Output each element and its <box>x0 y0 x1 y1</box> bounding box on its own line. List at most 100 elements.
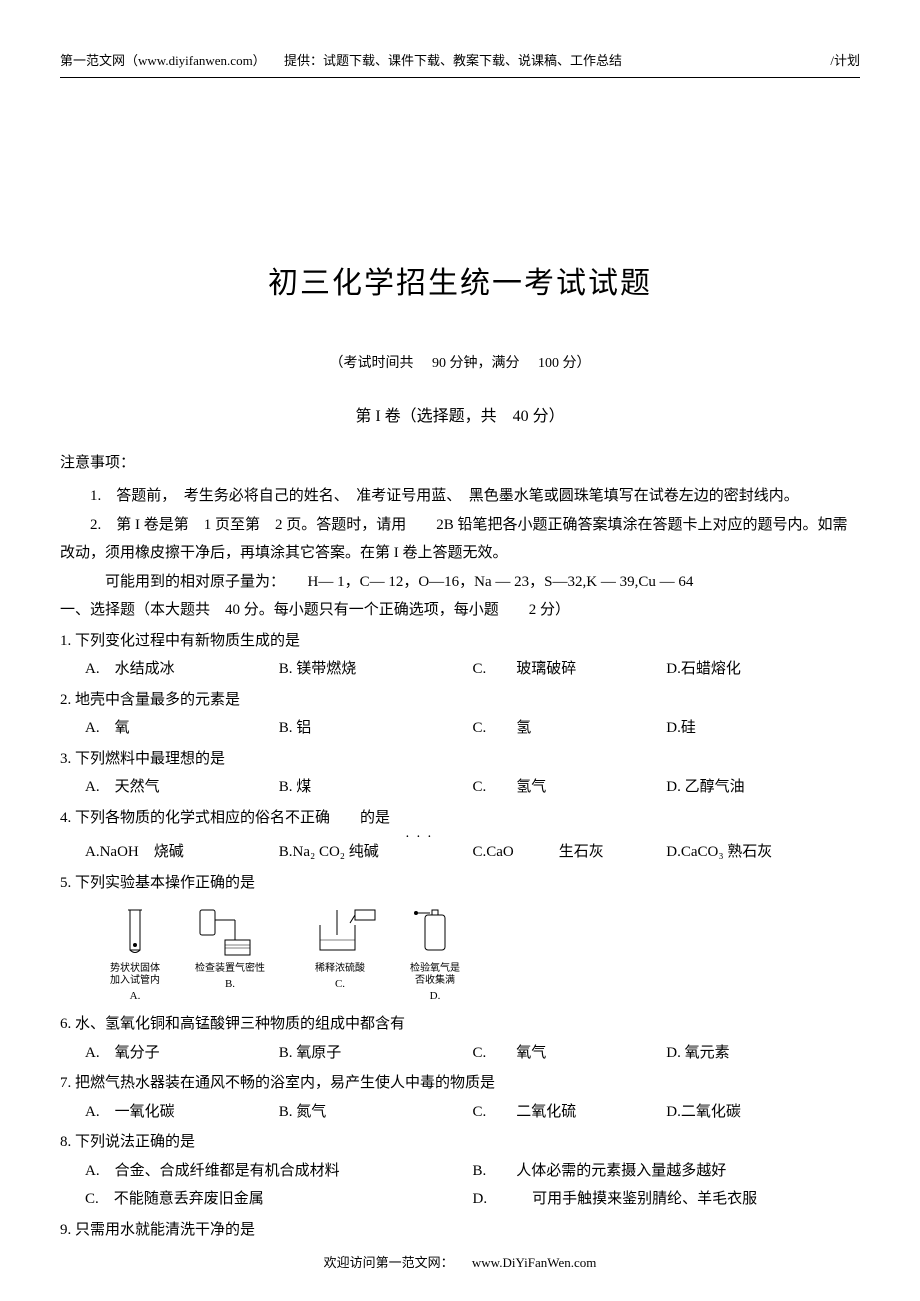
q8-a-text: 合金、合成纤维都是有机合成材料 <box>115 1163 340 1179</box>
page-footer: 欢迎访问第一范文网： www.DiYiFanWen.com <box>0 1252 920 1271</box>
q4-opt-a: A.NaOH 烧碱 <box>85 838 279 867</box>
notice-item-2: 2. 第 I 卷是第 1 页至第 2 页。答题时，请用 2B 铅笔把各小题正确答… <box>60 511 860 568</box>
gas-collection-icon <box>410 905 460 960</box>
diagram-c-label4: 稀释浓硫酸 <box>300 963 380 975</box>
site-services: 提供：试题下载、课件下载、教案下载、说课稿、工作总结 <box>284 53 622 68</box>
question-7-options: A.一氧化碳 B. 氮气 C.二氧化硫 D.二氧化碳 <box>60 1098 860 1127</box>
q8-d-text: 可用手触摸来鉴别腈纶、羊毛衣服 <box>532 1191 757 1207</box>
apparatus-icon <box>190 905 270 960</box>
q8-opt-d: D. 可用手触摸来鉴别腈纶、羊毛衣服 <box>473 1185 861 1214</box>
label-d: D. <box>473 1191 488 1207</box>
label-a: A. <box>85 1045 100 1061</box>
exam-info: （考试时间共 90 分钟，满分 100 分） <box>60 352 860 372</box>
q1-c-text: 玻璃破碎 <box>516 661 576 677</box>
label-a: A. <box>85 1163 100 1179</box>
label-c: C. <box>473 661 487 677</box>
section-description: 一、选择题（本大题共 40 分。每小题只有一个正确选项，每小题 2 分） <box>60 596 860 625</box>
question-3-options: A. 天然气 B. 煤 C. 氢气 D. 乙醇气油 <box>60 773 860 802</box>
q8-b-text: 人体必需的元素摄入量越多越好 <box>516 1163 726 1179</box>
label-a: A. <box>85 720 100 736</box>
label-a: A. <box>85 661 100 677</box>
q2-a-text: 氧 <box>115 720 130 736</box>
notice-item-1: 1. 答题前， 考生务必将自己的姓名、 准考证号用蓝、 黑色墨水笔或圆珠笔填写在… <box>60 482 860 511</box>
test-tube-icon <box>110 905 160 960</box>
question-1-options: A. 水结成冰 B. 镁带燃烧 C. 玻璃破碎 D.石蜡熔化 <box>60 655 860 684</box>
label-c: C. <box>473 1045 487 1061</box>
footer-url: www.DiYiFanWen.com <box>472 1255 596 1270</box>
q4-opt-d: D.CaCO₃ 熟石灰 <box>666 838 860 867</box>
exam-title: 初三化学招生统一考试试题 <box>60 258 860 302</box>
label-b: B. <box>473 1163 487 1179</box>
q2-opt-c: C.氢 <box>473 714 667 743</box>
question-4-options: A.NaOH 烧碱 B.Na₂ CO₂ 纯碱 C.CaO 生石灰 D.CaCO₃… <box>60 838 860 867</box>
q1-opt-a: A. 水结成冰 <box>85 655 279 684</box>
q2-opt-d: D.硅 <box>666 714 860 743</box>
diagram-a-label2: 加入试管内 <box>110 975 160 987</box>
question-1: 1. 下列变化过程中有新物质生成的是 <box>60 627 860 656</box>
footer-text: 欢迎访问第一范文网： <box>324 1255 454 1270</box>
diagram-d-label1: 检验氧气是 <box>410 963 460 975</box>
q8-opt-a: A. 合金、合成纤维都是有机合成材料 <box>85 1157 473 1186</box>
q8-opt-c: C. 不能随意丢弃废旧金属 <box>85 1185 473 1214</box>
header-site: 第一范文网（www.diyifanwen.com） 提供：试题下载、课件下载、教… <box>60 50 830 69</box>
label-c: C. <box>473 1104 487 1120</box>
q3-opt-c: C. 氢气 <box>473 773 667 802</box>
q2-opt-a: A. 氧 <box>85 714 279 743</box>
diagram-a-letter: A. <box>110 990 160 1002</box>
exam-score: 100 分） <box>538 356 591 371</box>
q3-a-text: 天然气 <box>115 779 160 795</box>
q3-c-text: 氢气 <box>516 779 546 795</box>
question-5-diagrams: 势状状固体 加入试管内 A. 检查装置气密性 B. <box>60 905 860 1002</box>
q1-opt-b: B. 镁带燃烧 <box>279 655 473 684</box>
q6-opt-a: A.氧分子 <box>85 1039 279 1068</box>
header-right: /计划 <box>830 50 860 69</box>
q2-opt-b: B. 铝 <box>279 714 473 743</box>
question-5: 5. 下列实验基本操作正确的是 <box>60 869 860 898</box>
question-2-options: A. 氧 B. 铝 C.氢 D.硅 <box>60 714 860 743</box>
q8-opt-b: B. 人体必需的元素摄入量越多越好 <box>473 1157 861 1186</box>
atomic-weights: 可能用到的相对原子量为： H— 1，C— 12，O—16，Na — 23，S—3… <box>60 568 860 597</box>
q7-a-text: 一氧化碳 <box>115 1104 175 1120</box>
q6-opt-c: C. 氧气 <box>473 1039 667 1068</box>
diagram-d-label2: 否收集满 <box>410 975 460 987</box>
q1-a-text: 水结成冰 <box>115 661 175 677</box>
question-6-options: A.氧分子 B. 氧原子 C.氧气 D. 氧元素 <box>60 1039 860 1068</box>
label-a: A. <box>85 1104 100 1120</box>
diagram-d: 检验氧气是 否收集满 D. <box>410 905 460 1002</box>
q7-opt-a: A. 一氧化碳 <box>85 1098 279 1127</box>
question-9: 9. 只需用水就能清洗干净的是 <box>60 1216 860 1245</box>
q1-opt-d: D.石蜡熔化 <box>666 655 860 684</box>
diagram-a: 势状状固体 加入试管内 A. <box>110 905 160 1002</box>
question-4: 4. 下列各物质的化学式相应的俗名不正确 的是 <box>60 804 860 833</box>
diagram-d-letter: D. <box>410 990 460 1002</box>
question-7: 7. 把燃气热水器装在通风不畅的浴室内，易产生使人中毒的物质是 <box>60 1069 860 1098</box>
label-c: C. <box>85 1191 99 1207</box>
question-2: 2. 地壳中含量最多的元素是 <box>60 686 860 715</box>
q3-opt-b: B. 煤 <box>279 773 473 802</box>
question-8: 8. 下列说法正确的是 <box>60 1128 860 1157</box>
diagram-b-letter: B. <box>190 978 270 990</box>
diagram-b: 检查装置气密性 B. <box>190 905 270 1002</box>
question-8-options: A. 合金、合成纤维都是有机合成材料 B. 人体必需的元素摄入量越多越好 C. 不能随… <box>60 1157 860 1214</box>
label-a: A. <box>85 779 100 795</box>
question-3: 3. 下列燃料中最理想的是 <box>60 745 860 774</box>
diagram-b-label1: 检查装置气密性 <box>190 963 270 975</box>
exam-prefix: （考试时间共 <box>330 356 414 371</box>
label-c: C. <box>473 779 487 795</box>
diagram-c: 稀释浓硫酸 C. <box>300 905 380 1002</box>
q1-opt-c: C. 玻璃破碎 <box>473 655 667 684</box>
dilution-icon <box>300 905 380 960</box>
q8-c-text: 不能随意丢弃废旧金属 <box>114 1191 264 1207</box>
site-name: 第一范文网（www.diyifanwen.com） <box>60 53 266 68</box>
q7-opt-d: D.二氧化碳 <box>666 1098 860 1127</box>
q3-opt-d: D. 乙醇气油 <box>666 773 860 802</box>
q7-opt-b: B. 氮气 <box>279 1098 473 1127</box>
q6-c-text: 氧气 <box>516 1045 546 1061</box>
q4-opt-b: B.Na₂ CO₂ 纯碱 <box>279 838 473 867</box>
q4-opt-c: C.CaO 生石灰 <box>473 838 667 867</box>
diagram-c-letter: C. <box>300 978 380 990</box>
q6-opt-d: D. 氧元素 <box>666 1039 860 1068</box>
exam-time: 90 分钟，满分 <box>432 356 520 371</box>
section-1-title: 第 I 卷（选择题，共 40 分） <box>60 402 860 426</box>
question-6: 6. 水、氢氧化铜和高锰酸钾三种物质的组成中都含有 <box>60 1010 860 1039</box>
